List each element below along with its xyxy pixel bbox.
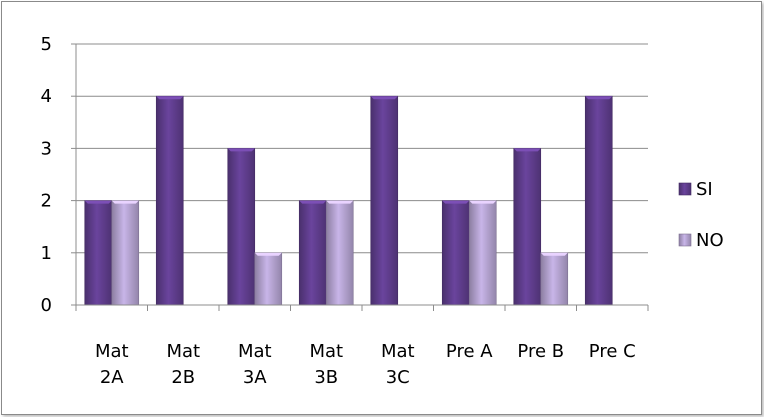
bar-si-0 bbox=[84, 200, 113, 306]
bar-face bbox=[441, 200, 470, 306]
bar-no-3 bbox=[325, 200, 354, 306]
bar-top bbox=[254, 252, 282, 256]
bar-top bbox=[84, 200, 112, 204]
bar-no-5 bbox=[468, 200, 497, 306]
y-tick-label-3: 3 bbox=[41, 138, 52, 159]
bar-face bbox=[254, 252, 283, 306]
x-tick-label-2-1: 3A bbox=[243, 367, 267, 388]
x-tick-label-1-1: 2B bbox=[171, 367, 195, 388]
bars bbox=[84, 95, 613, 306]
x-tick-label-1-0: Mat bbox=[166, 341, 200, 362]
x-tick-label-7-0: Pre C bbox=[589, 341, 636, 362]
bar-si-7 bbox=[584, 95, 613, 306]
bar-si-4 bbox=[370, 95, 399, 306]
x-tick-label-3-0: Mat bbox=[309, 341, 343, 362]
bar-si-6 bbox=[513, 148, 542, 306]
legend: SI NO bbox=[678, 179, 724, 251]
bar-face bbox=[468, 200, 497, 306]
bar-no-6 bbox=[540, 252, 569, 306]
x-tick-label-4-1: 3C bbox=[386, 367, 410, 388]
bar-no-0 bbox=[111, 200, 140, 306]
legend-item-no: NO bbox=[678, 230, 724, 251]
legend-label-no: NO bbox=[696, 230, 724, 251]
bar-si-1 bbox=[155, 95, 184, 306]
legend-swatch bbox=[678, 182, 692, 196]
y-tick-label-4: 4 bbox=[41, 86, 52, 107]
x-tick-label-5-0: Pre A bbox=[446, 341, 493, 362]
bar-top bbox=[326, 200, 354, 204]
bar-si-3 bbox=[298, 200, 327, 306]
x-tick-label-0-0: Mat bbox=[95, 341, 129, 362]
legend-swatch bbox=[678, 233, 692, 247]
bar-face bbox=[155, 95, 184, 306]
x-tick-label-3-1: 3B bbox=[314, 367, 338, 388]
bar-face bbox=[325, 200, 354, 306]
bar-face bbox=[540, 252, 569, 306]
y-tick-label-2: 2 bbox=[41, 191, 52, 212]
bar-face bbox=[227, 148, 256, 306]
bar-top bbox=[227, 148, 255, 152]
axes: 0 1 2 3 4 5 Mat 2A Mat 2B Mat 3A Mat 3B Mat 3C Pre A Pre … bbox=[41, 34, 649, 388]
y-tick-label-0: 0 bbox=[41, 295, 52, 316]
bar-top bbox=[469, 200, 497, 204]
bar-top bbox=[513, 148, 541, 152]
x-tick-label-4-0: Mat bbox=[381, 341, 415, 362]
bar-top bbox=[540, 252, 568, 256]
bar-top bbox=[299, 200, 327, 204]
bar-face bbox=[84, 200, 113, 306]
y-tick-label-1: 1 bbox=[41, 243, 52, 264]
bar-top bbox=[442, 200, 470, 204]
bar-face bbox=[584, 95, 613, 306]
legend-label-si: SI bbox=[696, 179, 713, 200]
bar-face bbox=[370, 95, 399, 306]
y-tick-label-5: 5 bbox=[41, 34, 52, 55]
legend-item-si: SI bbox=[678, 179, 713, 200]
x-tick-label-0-1: 2A bbox=[100, 367, 124, 388]
bar-top bbox=[370, 96, 398, 100]
x-tick-label-2-0: Mat bbox=[238, 341, 272, 362]
bar-top bbox=[156, 96, 184, 100]
bar-no-2 bbox=[254, 252, 283, 306]
x-tick-label-6-0: Pre B bbox=[517, 341, 564, 362]
bar-face bbox=[111, 200, 140, 306]
bar-si-2 bbox=[227, 148, 256, 306]
bar-face bbox=[298, 200, 327, 306]
bar-face bbox=[513, 148, 542, 306]
bar-si-5 bbox=[441, 200, 470, 306]
bar-top bbox=[111, 200, 139, 204]
bar-top bbox=[585, 96, 613, 100]
